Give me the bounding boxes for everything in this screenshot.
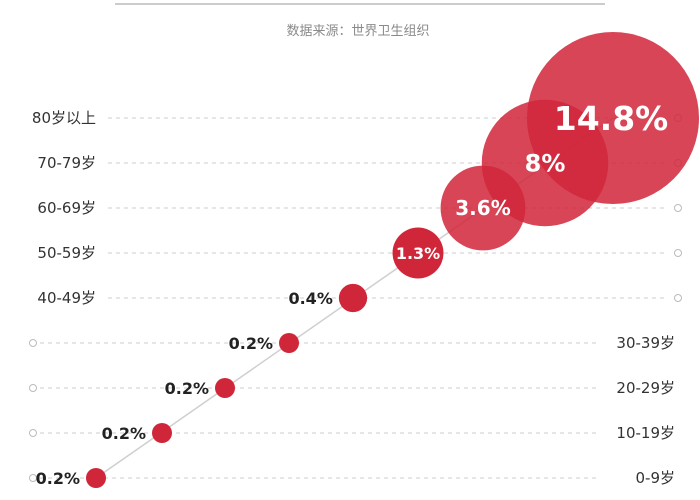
- grid-end-marker: [674, 204, 682, 212]
- grid-end-marker: [29, 429, 37, 437]
- grid-end-marker: [29, 384, 37, 392]
- value-label: 0.2%: [229, 334, 273, 353]
- bubble: [86, 468, 106, 488]
- age-label: 80岁以上: [32, 109, 96, 127]
- value-label: 0.4%: [288, 289, 332, 308]
- value-label: 0.2%: [36, 469, 80, 488]
- bubble: [338, 283, 368, 313]
- value-label: 14.8%: [554, 99, 669, 138]
- value-labels: 0.2% 0.2% 0.2% 0.2% 0.4% 1.3% 3.6% 8% 14.8%: [36, 99, 669, 488]
- value-label: 0.2%: [165, 379, 209, 398]
- age-label: 20-29岁: [616, 379, 675, 397]
- value-label: 1.3%: [396, 244, 440, 263]
- value-label: 0.2%: [102, 424, 146, 443]
- value-label: 8%: [525, 150, 566, 178]
- bubble: [392, 227, 444, 279]
- age-label: 10-19岁: [616, 424, 675, 442]
- bubble: [279, 333, 299, 353]
- bubble: [215, 378, 235, 398]
- age-label: 50-59岁: [37, 244, 96, 262]
- data-source: 数据来源：世界卫生组织: [286, 24, 429, 39]
- grid-end-marker: [29, 339, 37, 347]
- age-label: 30-39岁: [616, 334, 675, 352]
- age-label: 60-69岁: [37, 199, 96, 217]
- bubbles: [86, 32, 699, 488]
- value-label: 3.6%: [455, 196, 510, 220]
- grid-end-marker: [29, 474, 37, 482]
- age-labels: 0-9岁 10-19岁 20-29岁 30-39岁 40-49岁 50-59岁 60-69岁…: [32, 109, 675, 487]
- bubble: [152, 423, 172, 443]
- age-label: 0-9岁: [636, 469, 676, 487]
- age-label: 70-79岁: [37, 154, 96, 172]
- grid-end-marker: [674, 249, 682, 257]
- grid-end-marker: [674, 294, 682, 302]
- bubble: [527, 32, 699, 204]
- age-label: 40-49岁: [37, 289, 96, 307]
